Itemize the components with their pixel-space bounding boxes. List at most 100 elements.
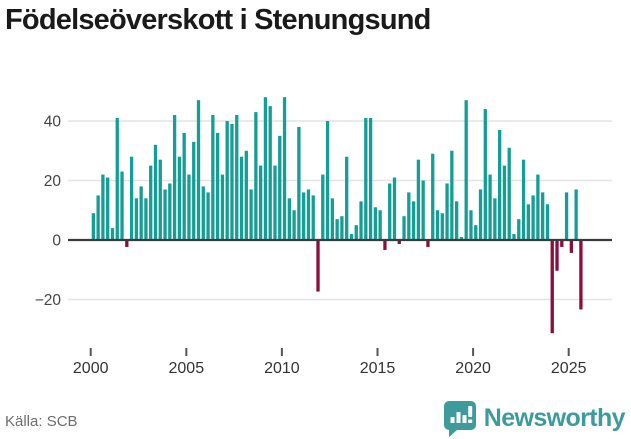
bar-2021-Q3: [502, 165, 507, 240]
bar-2007-Q4: [239, 156, 244, 240]
bar-2015-Q4: [392, 177, 397, 240]
bar-2008-Q2: [249, 189, 253, 240]
bar-2015-Q1: [378, 210, 382, 240]
y-axis-label-40: 40: [44, 114, 62, 131]
bar-2017-Q1: [416, 159, 421, 240]
bar-2023-Q1: [531, 195, 535, 240]
bar-2024-Q1: [550, 241, 554, 334]
bar-2012-Q2: [325, 121, 330, 240]
bar-2008-Q1: [244, 150, 248, 240]
bar-2018-Q2: [440, 213, 444, 240]
bar-2006-Q4: [220, 174, 225, 240]
bar-2009-Q1: [263, 97, 268, 240]
bar-2010-Q1: [282, 97, 287, 240]
bar-2012-Q1: [321, 174, 325, 240]
bar-2016-Q1: [397, 241, 401, 244]
bar-2011-Q1: [302, 192, 306, 240]
newsworthy-logo-icon: [443, 401, 476, 437]
bar-2014-Q4: [373, 207, 378, 240]
newsworthy-logo: Newsworthy: [443, 400, 626, 437]
bar-2012-Q4: [335, 219, 339, 240]
bar-2017-Q3: [426, 241, 430, 247]
bar-2024-Q2: [555, 241, 559, 271]
mini-bar-2: [456, 412, 461, 423]
chart-title: Födelseöverskott i Stenungsund: [5, 4, 431, 36]
bar-2013-Q4: [354, 225, 358, 240]
bar-2007-Q1: [225, 121, 229, 240]
bar-2005-Q2: [192, 141, 196, 240]
bar-2020-Q3: [483, 109, 487, 240]
bar-2016-Q3: [407, 192, 411, 240]
bar-2002-Q1: [129, 156, 134, 240]
y-axis-label-0: 0: [52, 233, 61, 250]
bar-2019-Q4: [469, 210, 473, 240]
bar-2000-Q3: [101, 174, 105, 240]
bar-2015-Q3: [388, 183, 392, 240]
x-axis-label-2015: 2015: [360, 360, 396, 377]
bar-2016-Q4: [411, 201, 416, 240]
bar-2016-Q2: [402, 216, 406, 240]
bar-2024-Q3: [560, 241, 564, 247]
bar-2005-Q4: [201, 186, 205, 240]
bar-2000-Q1: [91, 213, 95, 240]
bar-2025-Q3: [579, 241, 583, 310]
bar-2023-Q4: [545, 204, 550, 240]
bar-2007-Q3: [235, 115, 239, 240]
bar-2001-Q1: [110, 228, 115, 240]
exclamation-dot: [467, 419, 472, 423]
bar-2021-Q2: [498, 129, 502, 240]
bar-2002-Q4: [144, 198, 148, 240]
bar-2025-Q2: [574, 189, 578, 240]
bar-2022-Q3: [521, 159, 526, 240]
bar-2000-Q2: [96, 195, 100, 240]
bar-2025-Q1: [569, 241, 573, 253]
bar-2022-Q4: [526, 204, 530, 240]
x-axis-label-2010: 2010: [264, 360, 300, 377]
bar-2020-Q2: [478, 189, 483, 240]
bar-2011-Q3: [311, 195, 315, 240]
bar-2004-Q2: [172, 115, 177, 240]
bar-2003-Q2: [153, 144, 158, 240]
bar-2009-Q2: [268, 106, 272, 240]
bar-2017-Q4: [431, 153, 435, 240]
mini-bar-3: [462, 415, 467, 423]
bar-2018-Q3: [445, 183, 449, 240]
bar-2014-Q1: [359, 201, 363, 240]
bar-2009-Q4: [278, 135, 282, 240]
x-axis-label-2020: 2020: [455, 360, 491, 377]
bar-2003-Q4: [163, 189, 167, 240]
bar-2022-Q2: [517, 219, 521, 240]
bar-2022-Q1: [512, 234, 516, 240]
exclamation-bar: [467, 406, 472, 417]
bar-2004-Q3: [177, 156, 182, 240]
bar-2020-Q4: [488, 174, 492, 240]
bar-2004-Q1: [168, 183, 172, 240]
bar-2017-Q2: [421, 180, 425, 240]
bar-2008-Q3: [254, 112, 258, 240]
bar-2001-Q4: [125, 241, 129, 247]
bar-2019-Q2: [459, 237, 464, 240]
bar-2013-Q3: [349, 234, 354, 240]
bar-2021-Q1: [493, 198, 497, 240]
bar-2010-Q4: [297, 126, 301, 240]
bar-2002-Q3: [139, 186, 143, 240]
bar-2006-Q1: [206, 192, 210, 240]
mini-bar-1: [450, 417, 455, 423]
bar-2004-Q4: [182, 132, 186, 240]
x-axis-label-2025: 2025: [551, 360, 587, 377]
bar-2001-Q3: [120, 171, 124, 240]
bar-2018-Q4: [450, 150, 454, 240]
bar-2018-Q1: [435, 210, 440, 240]
bar-2024-Q4: [564, 192, 569, 240]
bar-2007-Q2: [230, 123, 234, 240]
bar-2010-Q2: [287, 198, 291, 240]
y-axis-label--20: −20: [35, 292, 62, 309]
bar-2005-Q3: [196, 100, 201, 240]
source-label: Källa: SCB: [5, 413, 78, 430]
bar-2020-Q1: [474, 225, 478, 240]
bar-2011-Q4: [316, 241, 320, 292]
bar-2014-Q2: [364, 118, 368, 240]
bar-2015-Q2: [383, 241, 387, 250]
